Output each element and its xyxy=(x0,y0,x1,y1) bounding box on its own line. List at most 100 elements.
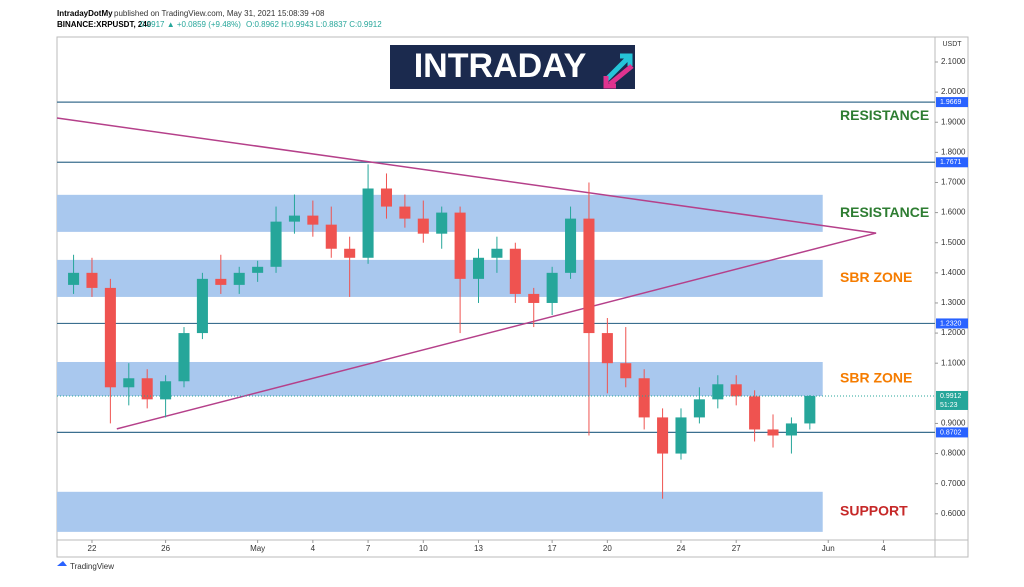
candle-body xyxy=(307,215,319,225)
candle-body xyxy=(693,399,705,418)
candle-body xyxy=(436,212,448,234)
published: published on TradingView.com, May 31, 20… xyxy=(114,9,325,18)
x-tick-label: 4 xyxy=(311,544,316,553)
x-tick-label: 27 xyxy=(732,544,741,553)
price-label: 0.9912 xyxy=(940,393,962,400)
y-tick-label: 0.9000 xyxy=(941,419,966,428)
level-label: 0.8702 xyxy=(940,429,962,436)
price-tag xyxy=(936,390,968,410)
candle-body xyxy=(749,396,761,430)
x-tick-label: 7 xyxy=(366,544,371,553)
candle-body xyxy=(215,278,227,285)
candle-body xyxy=(196,278,208,334)
candle-body xyxy=(325,224,337,249)
candle-body xyxy=(270,221,282,267)
level-tag xyxy=(936,318,968,329)
author: IntradayDotMy xyxy=(57,9,113,18)
candle-body xyxy=(767,429,779,436)
candle-body xyxy=(417,218,429,234)
zone-label: SBR ZONE xyxy=(840,269,912,285)
candle-body xyxy=(141,378,153,400)
ohlc: O:0.8962 H:0.9943 L:0.8837 C:0.9912 xyxy=(246,20,382,29)
last-price: 0.9917 ▲ +0.0859 (+9.48%) xyxy=(140,20,241,29)
logo-arrow-down xyxy=(603,64,634,89)
x-tick-label: 13 xyxy=(474,544,483,553)
currency: USDT xyxy=(942,41,962,48)
y-tick-label: 2.1000 xyxy=(941,57,966,66)
candle-body xyxy=(601,333,613,364)
zone xyxy=(57,491,823,532)
candle-body xyxy=(399,206,411,219)
footer: TradingView xyxy=(70,562,114,571)
zone xyxy=(57,259,823,297)
logo-text: INTRADAY xyxy=(414,47,587,85)
x-tick-label: 26 xyxy=(161,544,170,553)
zone-label: SUPPORT xyxy=(840,503,908,519)
candle-body xyxy=(730,384,742,397)
x-tick-label: 22 xyxy=(88,544,97,553)
candle-body xyxy=(252,266,264,273)
candle-body xyxy=(804,395,816,424)
zone-label: RESISTANCE xyxy=(840,107,929,123)
candle-body xyxy=(528,293,540,303)
y-tick-label: 0.6000 xyxy=(941,509,966,518)
frame xyxy=(56,36,969,558)
candle-body xyxy=(638,378,650,418)
x-tick-label: 10 xyxy=(419,544,428,553)
candle-body xyxy=(178,333,190,382)
candle-body xyxy=(620,363,632,379)
logo-box xyxy=(390,45,635,89)
y-tick-label: 2.0000 xyxy=(941,87,966,96)
y-tick-label: 1.3000 xyxy=(941,298,966,307)
candle-body xyxy=(785,423,797,436)
level-label: 1.9669 xyxy=(940,99,962,106)
y-tick-label: 1.5000 xyxy=(941,238,966,247)
y-tick-label: 1.2000 xyxy=(941,328,966,337)
y-tick-label: 0.7000 xyxy=(941,479,966,488)
candle-body xyxy=(454,212,466,279)
y-tick-label: 1.1000 xyxy=(941,358,966,367)
candle-body xyxy=(68,272,80,285)
candle-body xyxy=(123,378,135,388)
candle-body xyxy=(546,272,558,303)
x-tick-label: May xyxy=(250,544,265,553)
y-tick-label: 0.8000 xyxy=(941,449,966,458)
candle-body xyxy=(712,384,724,400)
candle-body xyxy=(344,248,356,258)
candle-body xyxy=(509,248,521,294)
y-tick-label: 1.8000 xyxy=(941,147,966,156)
y-tick-label: 1.4000 xyxy=(941,268,966,277)
y-tick-label: 1.9000 xyxy=(941,117,966,126)
candle-body xyxy=(472,257,485,279)
candle-body xyxy=(565,218,577,273)
zone xyxy=(57,361,823,397)
candle-body xyxy=(104,287,116,388)
level-label: 1.7671 xyxy=(940,159,962,166)
candle-body xyxy=(675,417,687,454)
y-tick-label: 1.6000 xyxy=(941,208,966,217)
zone-label: SBR ZONE xyxy=(840,370,912,386)
candle-body xyxy=(491,248,503,258)
x-tick-label: Jun xyxy=(822,544,835,553)
level-tag xyxy=(936,157,968,168)
logo-arrow-up xyxy=(604,53,633,82)
countdown: 51:23 xyxy=(940,402,958,409)
candle-body xyxy=(380,188,393,207)
candle-body xyxy=(233,272,245,285)
candle-body xyxy=(160,381,172,400)
candle-body xyxy=(288,215,300,222)
trendline xyxy=(56,117,877,234)
level-tag xyxy=(936,97,968,108)
candle-body xyxy=(657,417,669,454)
x-tick-label: 24 xyxy=(677,544,686,553)
x-tick-label: 20 xyxy=(603,544,612,553)
x-tick-label: 4 xyxy=(881,544,886,553)
level-tag xyxy=(936,427,968,438)
x-tick-label: 17 xyxy=(548,544,557,553)
y-tick-label: 1.7000 xyxy=(941,178,966,187)
zone-label: RESISTANCE xyxy=(840,204,929,220)
tv-icon xyxy=(57,561,67,566)
symbol: BINANCE:XRPUSDT, 240 xyxy=(57,20,152,29)
level-label: 1.2320 xyxy=(940,320,962,327)
